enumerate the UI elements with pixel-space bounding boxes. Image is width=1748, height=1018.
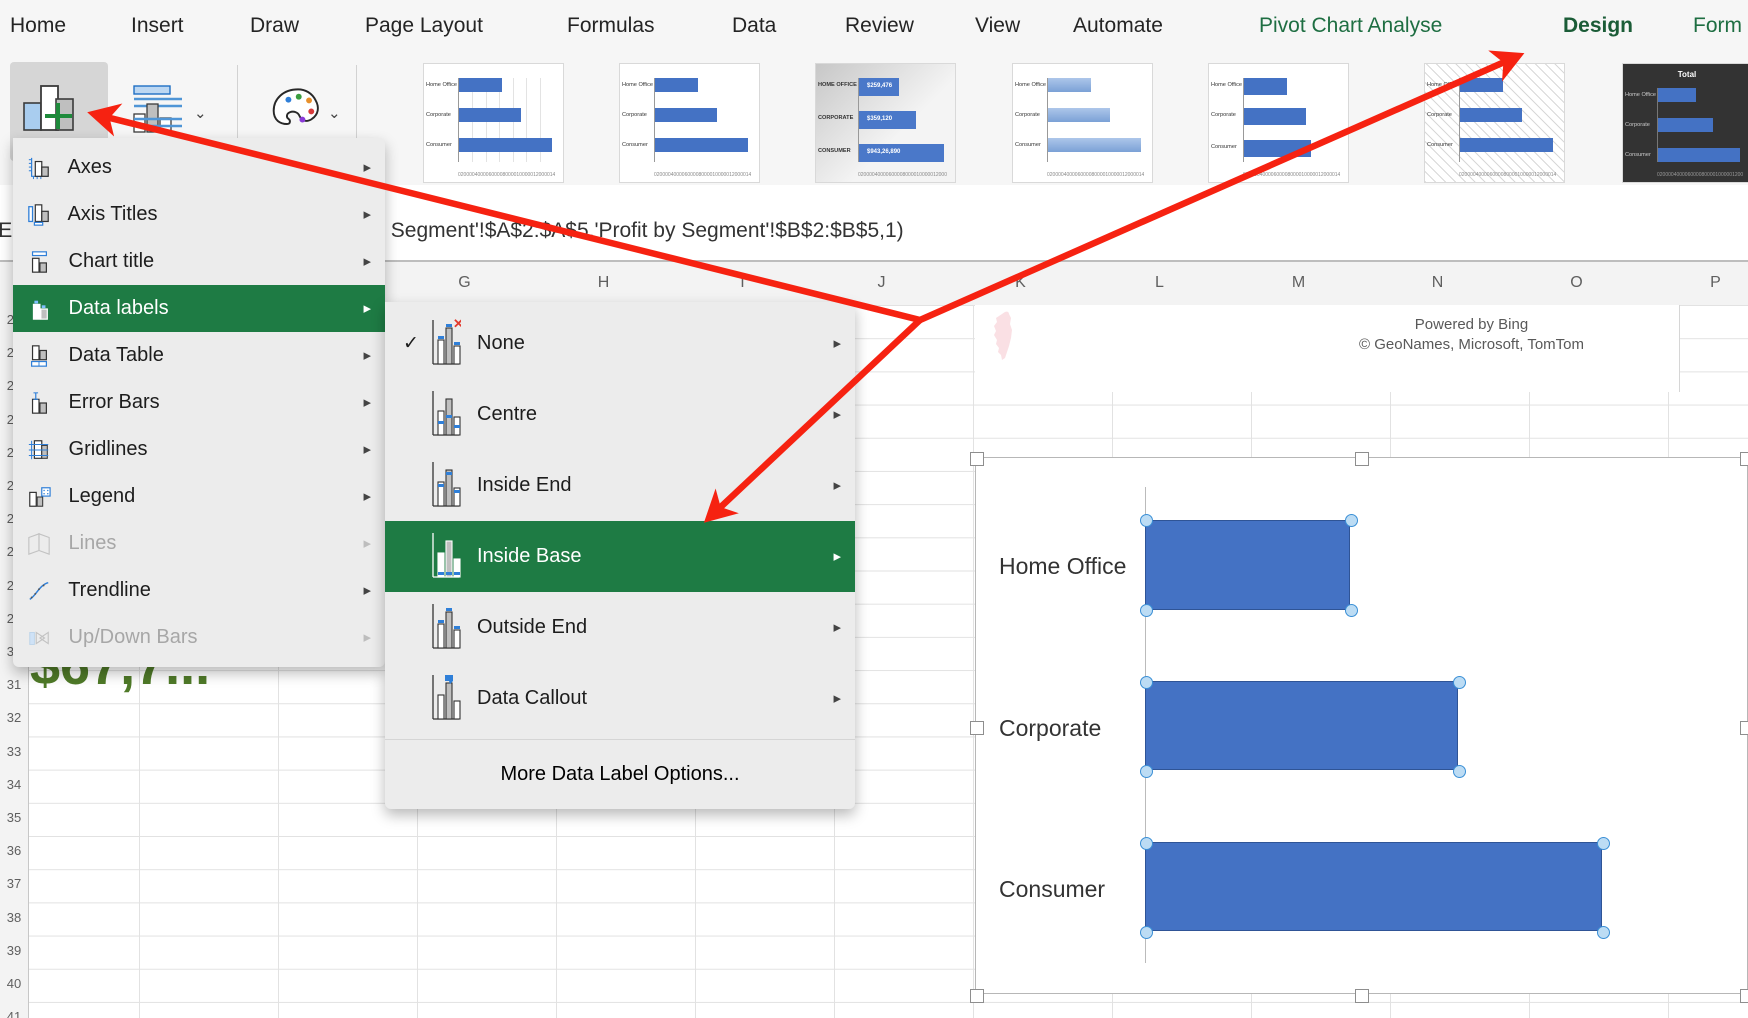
svg-text:✕: ✕ (453, 318, 461, 331)
